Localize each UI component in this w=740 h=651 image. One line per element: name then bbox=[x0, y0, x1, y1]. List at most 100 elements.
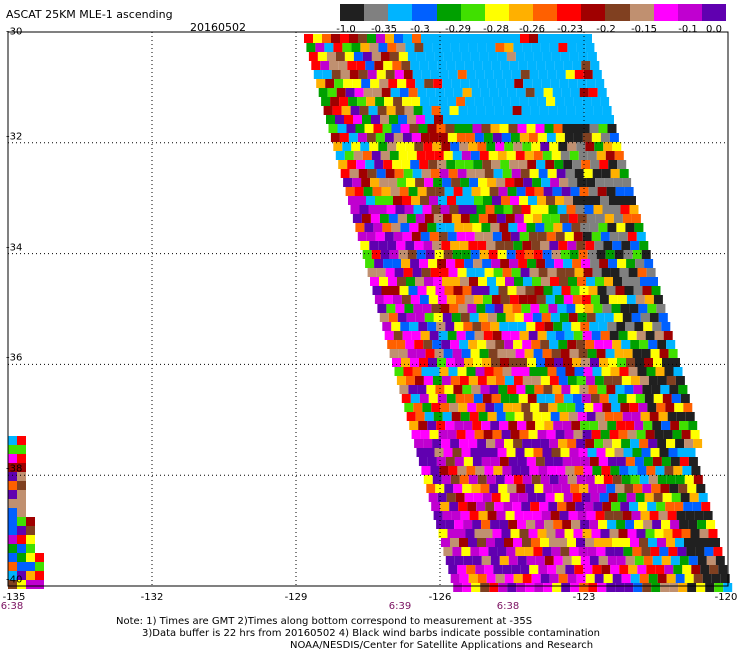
swath-cell bbox=[666, 376, 676, 385]
swath-cell bbox=[581, 394, 591, 403]
swath-cell bbox=[711, 574, 721, 583]
swath-cell bbox=[547, 565, 557, 574]
swath-cell bbox=[609, 331, 619, 340]
swath-cell bbox=[628, 466, 638, 475]
swath-cell bbox=[376, 169, 386, 178]
swath-cell bbox=[567, 574, 577, 583]
swath-cell bbox=[670, 520, 680, 529]
swath-cell bbox=[657, 475, 667, 484]
swath-cell bbox=[8, 526, 17, 535]
swath-cell bbox=[625, 556, 635, 565]
swath-cell bbox=[460, 214, 470, 223]
swath-cell bbox=[613, 277, 622, 286]
swath-cell bbox=[332, 106, 342, 115]
swath-cell bbox=[459, 538, 468, 547]
swath-cell bbox=[517, 421, 527, 430]
swath-cell bbox=[515, 250, 525, 259]
swath-cell bbox=[374, 160, 384, 169]
swath-cell bbox=[415, 313, 425, 322]
swath-cell bbox=[687, 583, 697, 592]
swath-cell bbox=[648, 340, 658, 349]
swath-cell bbox=[26, 544, 35, 553]
swath-cell bbox=[621, 340, 631, 349]
swath-cell bbox=[583, 169, 593, 178]
swath-cell bbox=[585, 574, 595, 583]
swath-cell bbox=[423, 376, 433, 385]
swath-cell bbox=[379, 277, 388, 286]
swath-cell bbox=[442, 511, 452, 520]
swath-cell bbox=[587, 250, 597, 259]
swath-cell bbox=[345, 187, 355, 196]
swath-cell bbox=[464, 493, 474, 502]
swath-cell bbox=[448, 466, 458, 475]
swath-cell bbox=[520, 565, 530, 574]
swath-cell bbox=[624, 583, 634, 592]
swath-cell bbox=[696, 484, 706, 493]
swath-cell bbox=[477, 376, 487, 385]
swath-cell bbox=[437, 160, 447, 169]
swath-cell bbox=[549, 538, 558, 547]
swath-cell bbox=[617, 259, 627, 268]
swath-cell bbox=[611, 304, 621, 313]
swath-cell bbox=[558, 142, 568, 151]
swath-cell bbox=[643, 421, 653, 430]
colorbar-swatch bbox=[508, 4, 533, 21]
swath-cell bbox=[624, 286, 634, 295]
swath-cell bbox=[653, 394, 663, 403]
swath-cell bbox=[461, 115, 470, 124]
swath-cell bbox=[615, 484, 625, 493]
swath-cell bbox=[633, 484, 643, 493]
swath-cell bbox=[385, 34, 394, 43]
swath-cell bbox=[546, 97, 556, 106]
swath-cell bbox=[629, 502, 639, 511]
swath-cell bbox=[635, 358, 644, 367]
swath-cell bbox=[481, 556, 491, 565]
swath-cell bbox=[598, 223, 608, 232]
swath-cell bbox=[555, 529, 565, 538]
swath-cell bbox=[484, 466, 494, 475]
swath-cell bbox=[664, 565, 674, 574]
swath-cell bbox=[538, 70, 548, 79]
swath-cell bbox=[522, 538, 531, 547]
swath-cell bbox=[434, 151, 444, 160]
swath-cell bbox=[429, 97, 439, 106]
swath-cell bbox=[585, 475, 595, 484]
swath-cell bbox=[510, 232, 520, 241]
swath-cell bbox=[17, 463, 26, 472]
swath-cell bbox=[499, 322, 509, 331]
swath-cell bbox=[583, 70, 593, 79]
swath-cell bbox=[545, 295, 555, 304]
swath-cell bbox=[491, 160, 501, 169]
swath-cell bbox=[351, 142, 361, 151]
swath-cell bbox=[461, 349, 471, 358]
swath-cell bbox=[576, 439, 586, 448]
swath-cell bbox=[324, 43, 334, 52]
swath-cell bbox=[423, 241, 433, 250]
swath-cell bbox=[595, 178, 605, 187]
swath-cell bbox=[580, 124, 590, 133]
swath-cell bbox=[588, 583, 598, 592]
swath-cell bbox=[565, 268, 575, 277]
swath-cell bbox=[548, 106, 558, 115]
swath-cell bbox=[516, 88, 526, 97]
swath-cell bbox=[720, 574, 730, 583]
swath-cell bbox=[597, 583, 607, 592]
swath-cell bbox=[551, 151, 561, 160]
swath-cell bbox=[523, 214, 533, 223]
colorbar-tick-label: -0.3 bbox=[410, 24, 430, 35]
swath-cell bbox=[511, 367, 521, 376]
swath-cell bbox=[586, 277, 595, 286]
swath-cell bbox=[651, 583, 661, 592]
swath-cell bbox=[410, 259, 420, 268]
swath-cell bbox=[688, 457, 698, 466]
swath-cell bbox=[406, 178, 416, 187]
swath-cell bbox=[520, 70, 530, 79]
swath-cell bbox=[600, 331, 610, 340]
swath-cell bbox=[581, 160, 591, 169]
swath-cell bbox=[439, 70, 449, 79]
swath-cell bbox=[528, 97, 538, 106]
swath-cell bbox=[496, 511, 506, 520]
swath-cell bbox=[361, 178, 371, 187]
swath-cell bbox=[425, 349, 435, 358]
swath-cell bbox=[420, 133, 430, 142]
